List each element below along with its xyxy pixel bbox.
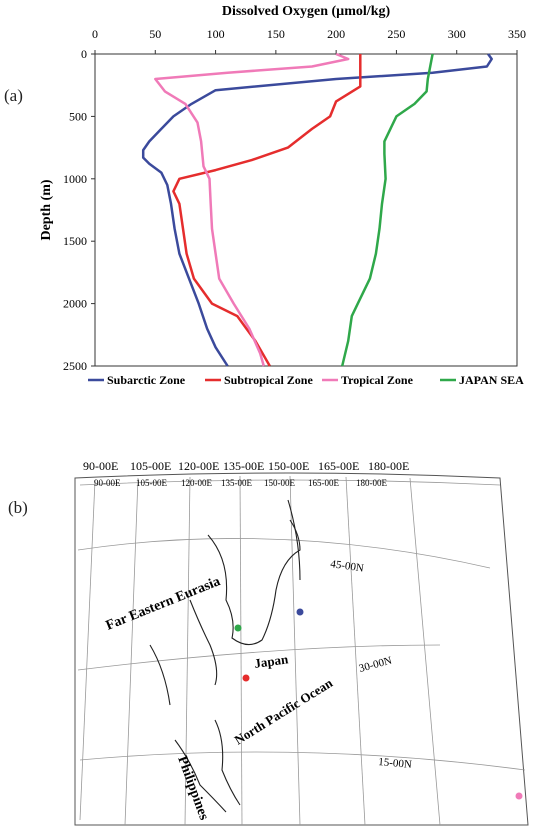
y-tick-label: 1500 <box>63 234 87 248</box>
x-tick-label: 150 <box>267 27 285 41</box>
station-tropical <box>515 792 523 800</box>
longitude-labels-upper: 90-00E 105-00E 120-00E 135-00E 150-00E 165-00… <box>83 459 409 473</box>
label-japan: Japan <box>253 651 289 671</box>
legend-label: Subarctic Zone <box>107 373 186 387</box>
longitude-label-upper: 90-00E <box>83 459 118 473</box>
label-philippines: Philippines <box>174 754 211 823</box>
station-subtropical <box>242 674 250 682</box>
legend-label: JAPAN SEA <box>459 373 524 387</box>
longitude-label-upper: 180-00E <box>368 459 409 473</box>
series-lines <box>141 52 493 367</box>
x-tick-label: 0 <box>92 27 98 41</box>
longitude-label-lower: 120-00E <box>181 478 212 488</box>
graticule <box>77 475 526 826</box>
legend-label: Tropical Zone <box>341 373 414 387</box>
series-line-tropical-zone <box>154 52 350 367</box>
plot-frame <box>94 53 518 367</box>
panel-label-a: (a) <box>4 86 23 105</box>
x-tick-label: 50 <box>149 27 161 41</box>
longitude-label-upper: 135-00E <box>223 459 264 473</box>
legend-label: Subtropical Zone <box>224 373 313 387</box>
oxygen-depth-chart: Dissolved Oxygen (µmol/kg) 0 50 100 150 200 2… <box>39 4 526 387</box>
x-tick-label: 250 <box>387 27 405 41</box>
longitude-label-lower: 90-00E <box>94 478 121 488</box>
y-axis-ticks: 0 500 1000 1500 2000 2500 <box>63 47 95 373</box>
x-axis-title: Dissolved Oxygen (µmol/kg) <box>222 4 391 19</box>
series-line-subtropical-zone <box>172 54 362 367</box>
longitude-label-upper: 150-00E <box>268 459 309 473</box>
latitude-label-30: 30-00N <box>358 655 394 675</box>
y-axis-title: Depth (m) <box>39 179 54 240</box>
longitude-label-lower: 135-00E <box>221 478 252 488</box>
series-line-subarctic-zone <box>141 53 493 367</box>
legend: Subarctic Zone Subtropical Zone Tropical Z… <box>88 373 524 387</box>
station-subarctic <box>296 608 304 616</box>
longitude-label-lower: 150-00E <box>264 478 295 488</box>
longitude-labels-lower: 90-00E 105-00E 120-00E 135-00E 150-00E 165-00… <box>94 478 387 488</box>
series-line-japan-sea <box>340 53 434 367</box>
longitude-label-lower: 105-00E <box>136 478 167 488</box>
longitude-label-lower: 165-00E <box>308 478 339 488</box>
longitude-label-upper: 105-00E <box>130 459 171 473</box>
x-tick-label: 100 <box>207 27 225 41</box>
label-north-pacific: North Pacific Ocean <box>232 675 336 748</box>
y-tick-label: 1000 <box>63 172 87 186</box>
y-tick-label: 500 <box>69 109 87 123</box>
latitude-label-45: 45-00N <box>330 558 365 575</box>
y-tick-label: 2500 <box>63 359 87 373</box>
label-far-eastern-eurasia: Far Eastern Eurasia <box>104 574 223 634</box>
longitude-label-upper: 120-00E <box>178 459 219 473</box>
longitude-label-upper: 165-00E <box>318 459 359 473</box>
longitude-label-lower: 180-00E <box>356 478 387 488</box>
x-tick-label: 300 <box>448 27 466 41</box>
x-tick-label: 350 <box>508 27 526 41</box>
station-japan-sea <box>234 624 242 632</box>
panel-label-b: (b) <box>8 498 28 517</box>
map-frame <box>74 472 529 826</box>
x-tick-label: 200 <box>327 27 345 41</box>
latitude-label-15: 15-00N <box>378 756 413 771</box>
y-tick-label: 2000 <box>63 297 87 311</box>
coastlines <box>149 499 301 813</box>
y-tick-label: 0 <box>81 47 87 61</box>
station-map: 90-00E 105-00E 120-00E 135-00E 150-00E 165-00… <box>74 459 529 826</box>
x-axis-ticks: 0 50 100 150 200 250 300 350 <box>92 27 526 54</box>
